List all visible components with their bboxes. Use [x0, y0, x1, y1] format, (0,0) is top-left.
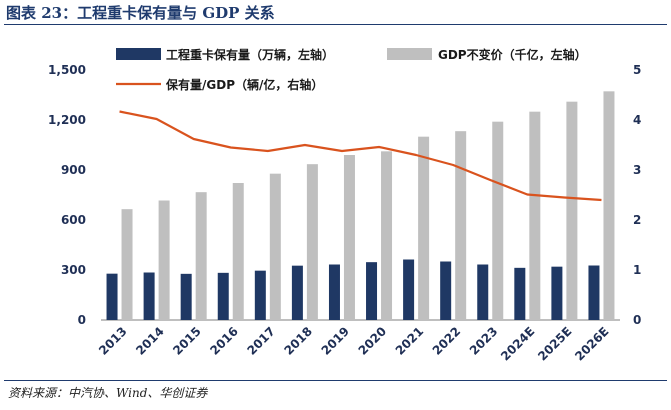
- y-left-tick-label: 0: [78, 313, 86, 327]
- bar-gdp-2019: [343, 155, 355, 320]
- bar-fleet-2022: [440, 261, 452, 320]
- y-right-tick-label: 0: [633, 313, 641, 327]
- x-tick-label: 2022: [430, 324, 464, 358]
- x-tick-label: 2016: [207, 324, 241, 358]
- title-rule: [4, 24, 667, 25]
- bar-fleet-2017: [254, 270, 266, 320]
- y-right-tick-label: 4: [633, 113, 641, 127]
- bars: [106, 91, 615, 321]
- bar-gdp-2017: [269, 173, 281, 320]
- y-left-tick-label: 900: [61, 163, 86, 177]
- bar-fleet-2023: [477, 264, 489, 320]
- bar-fleet-2019: [328, 264, 340, 320]
- x-tick-label: 2020: [356, 324, 390, 358]
- bar-fleet-2016: [217, 272, 229, 320]
- x-tick-label: 2025E: [535, 324, 574, 363]
- legend-swatch-gdp: [387, 48, 432, 60]
- bar-gdp-2024E: [529, 111, 541, 321]
- source-note: 资料来源：中汽协、Wind、华创证券: [8, 386, 208, 400]
- x-tick-labels: 2013 2014 2015 2016 2017 2018 2019 2020 2021 2022…: [96, 324, 611, 363]
- bar-fleet-2018: [291, 265, 303, 320]
- bar-fleet-2025E: [551, 266, 563, 320]
- bar-gdp-2016: [232, 183, 244, 320]
- y-right-tick-label: 2: [633, 213, 641, 227]
- legend-label-fleet: 工程重卡保有量（万辆，左轴）: [166, 47, 334, 62]
- bar-fleet-2015: [180, 273, 192, 320]
- bar-gdp-2013: [121, 209, 133, 320]
- y-right-tick-label: 3: [633, 163, 641, 177]
- legend-label-ratio: 保有量/GDP（辆/亿，右轴）: [165, 77, 323, 92]
- bar-fleet-2020: [366, 262, 378, 320]
- ratio-line: [119, 110, 602, 202]
- bar-gdp-2020: [381, 151, 393, 320]
- y-right-tick-label: 1: [633, 263, 641, 277]
- bar-gdp-2015: [195, 192, 207, 320]
- bar-gdp-2018: [306, 164, 318, 320]
- bar-gdp-2014: [158, 200, 170, 320]
- legend: 工程重卡保有量（万辆，左轴） GDP不变价（千亿，左轴） 保有量/GDP（辆/亿，右…: [116, 47, 587, 92]
- bar-fleet-2013: [106, 273, 118, 320]
- x-tick-label: 2017: [244, 324, 278, 358]
- bar-gdp-2023: [492, 121, 504, 321]
- bar-fleet-2024E: [514, 267, 526, 320]
- bar-gdp-2022: [455, 131, 467, 320]
- y-right-tick-label: 5: [633, 63, 641, 77]
- x-tick-label: 2021: [393, 324, 427, 358]
- x-tick-label: 2014: [133, 324, 167, 358]
- x-tick-label: 2013: [96, 324, 130, 358]
- y-left-tick-label: 1,500: [48, 63, 86, 77]
- ratio-series-line: [119, 110, 602, 202]
- bar-fleet-2014: [143, 272, 155, 320]
- legend-swatch-fleet: [116, 48, 161, 60]
- bar-fleet-2026E: [588, 265, 600, 320]
- bar-gdp-2025E: [566, 101, 578, 321]
- bar-fleet-2021: [403, 259, 415, 320]
- x-tick-label: 2019: [319, 324, 353, 358]
- bar-gdp-2021: [418, 136, 430, 320]
- y-left-tick-label: 300: [61, 263, 86, 277]
- y-left-tick-label: 600: [61, 213, 86, 227]
- x-tick-label: 2023: [467, 324, 501, 358]
- x-tick-label: 2015: [170, 324, 204, 358]
- bar-gdp-2026E: [603, 91, 615, 320]
- y-left-tick-label: 1,200: [48, 113, 86, 127]
- x-tick-label: 2018: [281, 324, 315, 358]
- source-rule: [4, 380, 667, 381]
- x-tick-label: 2024E: [498, 324, 537, 363]
- x-tick-label: 2026E: [572, 324, 611, 363]
- chart-title: 图表 23：工程重卡保有量与 GDP 关系: [6, 4, 275, 22]
- legend-label-gdp: GDP不变价（千亿，左轴）: [438, 47, 587, 62]
